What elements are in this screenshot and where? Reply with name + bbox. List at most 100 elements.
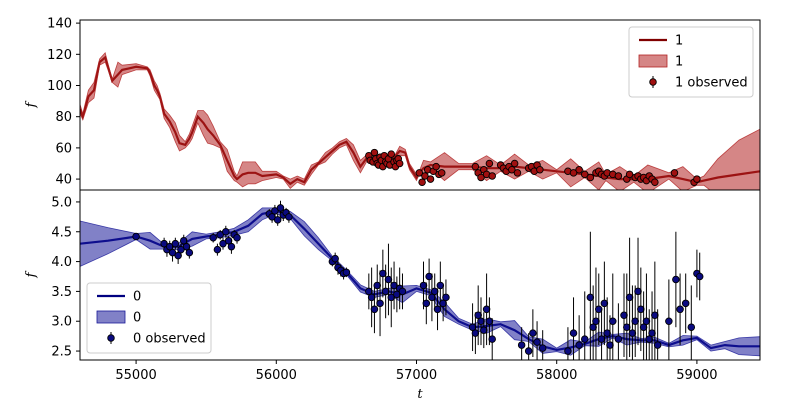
- top-ytick-label: 120: [47, 48, 72, 63]
- bottom-points-observed-point: [524, 347, 533, 355]
- top-points-observed-point: [370, 148, 379, 157]
- top-panel: 40 60 80 100 120 140 f 1 1 1 observed: [24, 17, 761, 191]
- bottom-points-observed-point: [665, 317, 673, 325]
- bottom-legend: 0 0 0 observed: [86, 282, 212, 354]
- bottom-xtick-label: 56000: [256, 368, 297, 383]
- bottom-points-observed-point: [285, 213, 293, 221]
- bottom-points-observed-point: [564, 347, 572, 355]
- top-points-observed-point: [471, 162, 480, 171]
- bottom-legend-point-swatch: [107, 334, 115, 342]
- bottom-panel: 2.5 3.0 3.5 4.0 4.5 5.0 55000 56000 57000 58000 59…: [24, 189, 761, 400]
- top-points-observed-point: [477, 173, 485, 182]
- bottom-ylabel: f: [24, 270, 39, 278]
- top-points-observed-point: [536, 165, 544, 174]
- top-ytick-label: 60: [55, 141, 72, 156]
- top-points-observed-point: [651, 178, 659, 186]
- bottom-xtick-label: 58000: [536, 368, 577, 383]
- bottom-points-observed-point: [533, 338, 541, 346]
- top-legend-label: 1 observed: [675, 76, 748, 91]
- bottom-points-observed-point: [538, 344, 547, 352]
- top-points-observed-point: [418, 178, 426, 186]
- bottom-points-observed-point: [273, 216, 282, 224]
- top-points-observed-point: [670, 169, 679, 177]
- bottom-points-observed-point: [219, 239, 227, 248]
- top-points-observed-point: [580, 170, 589, 179]
- top-points-observed-point: [488, 172, 496, 180]
- top-points-observed-point: [510, 159, 519, 168]
- bottom-ytick-label: 4.0: [51, 255, 72, 270]
- top-points-observed-point: [485, 159, 494, 168]
- bottom-points-observed-point: [171, 239, 180, 248]
- bottom-legend-label: 0 observed: [133, 332, 206, 347]
- bottom-points-observed-point: [687, 323, 696, 331]
- bottom-points-observed-point: [177, 245, 185, 254]
- bottom-points-observed-point: [216, 230, 224, 239]
- bottom-ytick-label: 5.0: [51, 195, 72, 210]
- bottom-xtick-label: 59000: [676, 368, 717, 383]
- bottom-axes-frame: [79, 189, 761, 361]
- bottom-points-observed-point: [517, 341, 526, 349]
- bottom-points-observed-point: [529, 329, 537, 337]
- bottom-band-uncertainty-band: [80, 207, 760, 357]
- top-points-observed-point: [586, 173, 595, 182]
- top-points-observed-point: [415, 169, 424, 177]
- bottom-points-observed-point: [398, 287, 407, 296]
- bottom-points-observed-point: [209, 233, 217, 242]
- bottom-points-observed-point: [168, 248, 177, 257]
- bottom-ytick-label: 2.5: [51, 345, 72, 360]
- bottom-points-observed-point: [271, 207, 279, 215]
- bottom-points-observed-point: [676, 305, 684, 314]
- bottom-points-observed-point: [185, 248, 194, 257]
- bottom-points-observed-point: [222, 228, 230, 236]
- top-points-observed-point: [395, 159, 404, 168]
- top-points-observed-point: [387, 150, 396, 158]
- top-legend-label: 1: [675, 55, 683, 70]
- bottom-points-observed-point: [653, 341, 662, 349]
- top-points-observed-point: [432, 162, 440, 171]
- top-points-observed-point: [426, 175, 435, 183]
- bottom-points-observed-point: [442, 293, 450, 302]
- top-points-observed-point: [513, 169, 522, 177]
- bottom-xlabel: t: [417, 387, 423, 400]
- bottom-points-observed-point: [342, 268, 351, 277]
- top-points-observed-point: [614, 172, 623, 180]
- bottom-xtick-label: 55000: [115, 368, 156, 383]
- bottom-points-observed-point: [681, 299, 690, 308]
- top-ytick-label: 100: [47, 79, 72, 94]
- bottom-points-observed-point: [580, 335, 589, 343]
- top-legend-band-swatch: [638, 54, 668, 68]
- bottom-points-observed-point: [370, 305, 379, 314]
- bottom-points-observed-point: [331, 254, 339, 263]
- bottom-legend-box: [86, 282, 212, 354]
- bottom-points-observed-point: [575, 341, 583, 349]
- top-ytick-label: 140: [47, 17, 72, 32]
- bottom-points-observed-point: [227, 242, 236, 251]
- bottom-points-observed-point: [569, 329, 578, 337]
- bottom-points-observed-point: [422, 299, 431, 308]
- bottom-points-observed-point: [213, 245, 222, 254]
- top-points-observed-point: [575, 165, 583, 174]
- bottom-points-observed-point: [488, 335, 496, 343]
- bottom-ytick-label: 3.5: [51, 285, 72, 300]
- top-points-observed-point: [569, 169, 578, 177]
- top-points-observed-point: [508, 165, 516, 174]
- top-legend-box: [628, 26, 754, 98]
- bottom-points-observed-point: [233, 233, 241, 242]
- bottom-points-observed-point: [672, 275, 680, 284]
- bottom-legend-label: 0: [133, 311, 141, 326]
- top-legend-label: 1: [675, 34, 683, 49]
- top-ylabel: f: [24, 100, 39, 108]
- top-points-observed-point: [437, 169, 446, 177]
- bottom-points-observed-point: [609, 317, 617, 325]
- top-points-observed-point: [625, 170, 634, 179]
- bottom-plot-area: [80, 200, 760, 360]
- bottom-legend-label: 0: [133, 290, 141, 305]
- bottom-points-observed-point: [376, 299, 384, 308]
- top-legend-point-swatch: [649, 78, 657, 86]
- top-points-observed-point: [693, 175, 701, 183]
- top-ytick-label: 40: [55, 173, 72, 188]
- bottom-points-observed-point: [276, 204, 285, 212]
- top-points-observed-point: [421, 172, 429, 180]
- top-legend: 1 1 1 observed: [628, 26, 754, 98]
